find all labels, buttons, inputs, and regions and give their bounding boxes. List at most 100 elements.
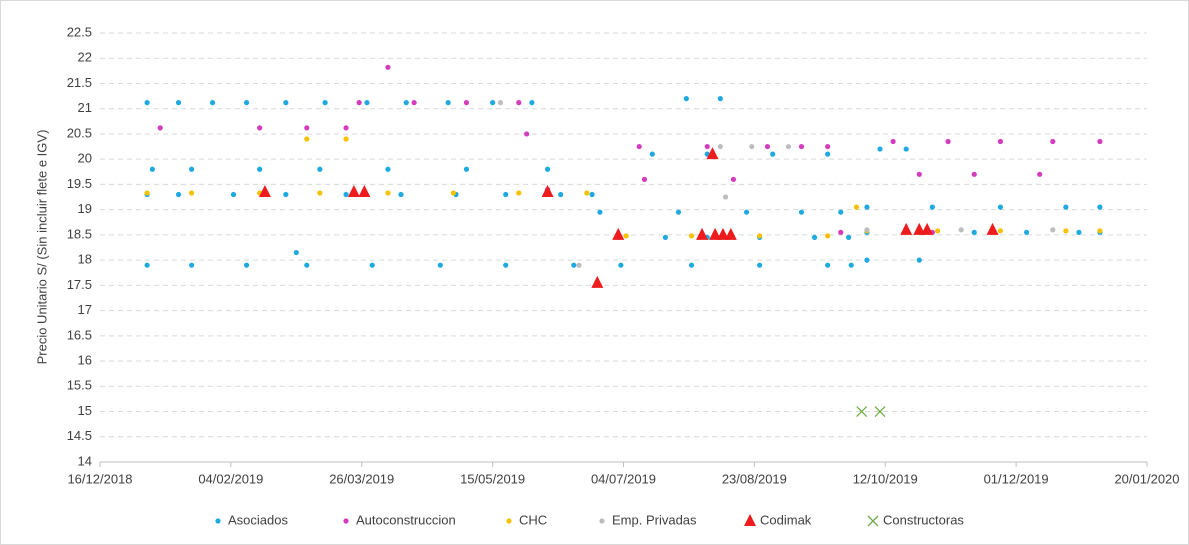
y-tick-label: 22 — [78, 50, 92, 65]
marker-x — [874, 406, 886, 417]
marker-dot — [230, 191, 237, 198]
x-tick-label: 04/07/2019 — [591, 471, 656, 486]
marker-dot — [571, 262, 577, 268]
marker-x — [856, 406, 868, 417]
marker-dot — [618, 262, 624, 268]
marker-dot — [877, 146, 883, 152]
y-tick-label: 19 — [78, 201, 92, 216]
y-tick-label: 17 — [78, 302, 92, 317]
marker-dot — [558, 191, 564, 198]
marker-dot — [385, 64, 391, 70]
marker-dot — [1063, 228, 1069, 234]
marker-dot — [450, 190, 456, 196]
marker-dot — [411, 100, 417, 106]
y-tick-label: 18.5 — [67, 226, 92, 241]
marker-triangle — [541, 184, 554, 197]
marker-dot — [722, 194, 729, 200]
marker-dot — [597, 209, 603, 215]
marker-triangle — [986, 222, 999, 235]
marker-dot — [144, 262, 150, 268]
marker-dot — [343, 518, 349, 524]
marker-dot — [215, 518, 221, 524]
marker-dot — [149, 166, 155, 172]
y-tick-label: 22.5 — [67, 24, 92, 39]
marker-dot — [343, 136, 349, 142]
marker-dot — [497, 100, 504, 106]
marker-dot — [463, 166, 470, 172]
marker-dot — [317, 190, 323, 196]
y-tick-label: 16 — [78, 352, 92, 367]
marker-dot — [838, 209, 844, 215]
y-tick-label: 15 — [78, 403, 92, 418]
marker-dot — [524, 131, 530, 137]
x-tick-label: 15/05/2019 — [460, 471, 525, 486]
legend-label: Constructoras — [883, 512, 964, 527]
marker-dot — [317, 166, 323, 172]
marker-dot — [649, 151, 655, 157]
marker-dot — [997, 138, 1004, 145]
marker-dot — [811, 234, 818, 241]
marker-dot — [576, 262, 582, 268]
marker-dot — [929, 204, 935, 210]
y-axis-label: Precio Unitario S/ (Sin incluir flete e … — [34, 130, 49, 365]
marker-dot — [144, 190, 150, 196]
marker-dot — [385, 190, 391, 196]
marker-dot — [1097, 228, 1103, 234]
marker-dot — [293, 249, 299, 256]
y-tick-label: 20 — [78, 151, 92, 166]
marker-dot — [838, 229, 844, 235]
marker-dot — [283, 100, 289, 106]
marker-triangle — [913, 222, 926, 235]
marker-dot — [997, 228, 1004, 234]
marker-dot — [890, 138, 896, 145]
marker-triangle — [724, 227, 737, 240]
marker-triangle — [900, 222, 913, 235]
marker-dot — [1097, 204, 1103, 210]
marker-triangle — [258, 184, 271, 197]
x-tick-label: 23/08/2019 — [722, 471, 787, 486]
marker-dot — [730, 176, 737, 182]
marker-dot — [623, 233, 629, 239]
marker-triangle — [716, 227, 729, 240]
marker-x — [867, 515, 879, 527]
marker-dot — [385, 166, 391, 172]
marker-dot — [398, 191, 404, 198]
marker-dot — [283, 191, 289, 198]
marker-dot — [825, 233, 831, 239]
marker-dot — [584, 190, 590, 196]
legend-label: Codimak — [760, 512, 812, 527]
marker-dot — [175, 191, 182, 198]
marker-dot — [764, 143, 771, 150]
marker-dot — [757, 233, 763, 239]
marker-dot — [356, 100, 362, 106]
marker-dot — [770, 151, 776, 157]
marker-dot — [971, 229, 977, 235]
y-tick-label: 19.5 — [67, 176, 92, 191]
marker-dot — [189, 166, 195, 172]
marker-dot — [717, 96, 723, 102]
marker-dot — [343, 191, 349, 198]
x-tick-label: 20/01/2020 — [1114, 471, 1179, 486]
marker-dot — [437, 262, 443, 268]
x-tick-label: 04/02/2019 — [198, 471, 263, 486]
marker-dot — [529, 100, 535, 106]
marker-dot — [144, 100, 150, 106]
marker-dot — [825, 262, 831, 268]
marker-dot — [1076, 229, 1082, 235]
marker-dot — [304, 136, 310, 142]
marker-dot — [825, 151, 831, 157]
marker-dot — [853, 204, 860, 210]
marker-dot — [704, 143, 710, 150]
marker-dot — [243, 262, 250, 268]
marker-dot — [864, 204, 870, 210]
marker-dot — [589, 191, 595, 198]
marker-dot — [1037, 171, 1043, 177]
marker-dot — [717, 143, 723, 150]
x-tick-label: 12/10/2019 — [853, 471, 918, 486]
y-tick-label: 17.5 — [67, 277, 92, 292]
marker-dot — [916, 171, 922, 177]
marker-dot — [785, 143, 792, 150]
marker-dot — [997, 204, 1004, 210]
